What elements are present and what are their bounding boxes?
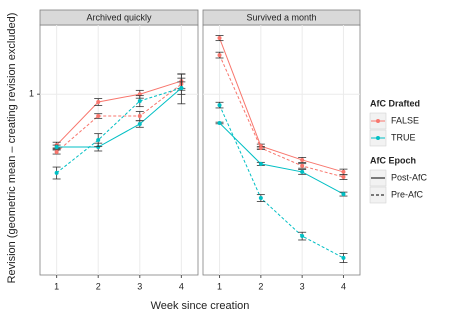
legend-title: AfC Drafted — [370, 98, 420, 108]
strip-label: Survived a month — [246, 12, 316, 22]
legend-point — [376, 136, 380, 140]
series-line — [219, 54, 344, 178]
legend-label: FALSE — [391, 115, 419, 125]
point — [341, 169, 346, 174]
point — [300, 163, 305, 168]
x-tick-label: 1 — [54, 281, 59, 291]
x-tick-label: 2 — [258, 281, 263, 291]
series-line — [219, 104, 344, 259]
point — [54, 149, 59, 154]
x-tick-label: 4 — [179, 281, 184, 291]
strip-label: Archived quickly — [86, 12, 152, 22]
x-tick-label: 4 — [341, 281, 346, 291]
legend-label: Pre-AfC — [391, 189, 424, 199]
x-tick-label: 2 — [96, 281, 101, 291]
point — [341, 192, 346, 197]
x-tick-label: 3 — [137, 281, 142, 291]
y-tick-label: 1 — [29, 89, 34, 99]
series-line — [56, 83, 182, 153]
panel-background — [202, 24, 361, 276]
strip — [202, 9, 361, 26]
strip — [39, 9, 199, 26]
point — [258, 196, 263, 201]
legend-label: Post-AfC — [391, 172, 428, 182]
series-line — [219, 122, 344, 195]
point — [300, 157, 305, 162]
point — [300, 234, 305, 239]
point — [96, 114, 101, 119]
legend-label: TRUE — [391, 132, 416, 142]
point — [300, 169, 305, 174]
point — [96, 99, 101, 104]
point — [217, 103, 222, 108]
point — [217, 120, 222, 125]
series-line — [219, 37, 344, 173]
point — [96, 137, 101, 142]
point — [137, 114, 142, 119]
point — [341, 175, 346, 180]
y-axis-label: Revision (geometric mean – creating revi… — [6, 13, 18, 284]
point — [137, 121, 142, 126]
point — [258, 161, 263, 166]
x-tick-label: 3 — [300, 281, 305, 291]
legend-point — [376, 119, 380, 123]
legend-title: AfC Epoch — [370, 155, 416, 165]
x-axis-label: Week since creation — [151, 300, 250, 312]
series-line — [56, 87, 182, 174]
series-line — [56, 87, 182, 148]
panel-background — [39, 24, 199, 276]
point — [258, 145, 263, 150]
point — [217, 53, 222, 58]
series-line — [56, 80, 182, 146]
point — [54, 170, 59, 175]
point — [137, 92, 142, 97]
point — [341, 255, 346, 260]
point — [54, 145, 59, 150]
point — [217, 36, 222, 41]
point — [137, 99, 142, 104]
point — [179, 85, 184, 90]
x-tick-label: 1 — [217, 281, 222, 291]
